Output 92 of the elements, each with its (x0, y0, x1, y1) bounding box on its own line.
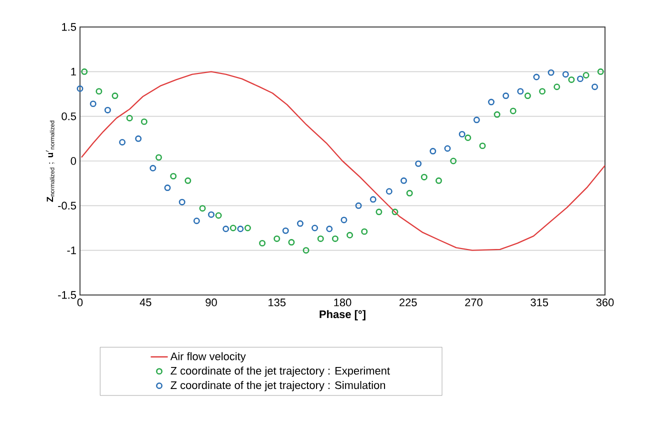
x-tick-label: 225 (400, 298, 417, 306)
point (317, 235, 324, 242)
point (370, 196, 376, 203)
point (81, 68, 88, 75)
point (592, 84, 598, 90)
point (458, 130, 466, 138)
point (554, 84, 560, 90)
point (502, 92, 510, 100)
point (517, 88, 524, 95)
legend-label: Z coordinate of the jet trajectory : Experiment (170, 366, 390, 377)
point (104, 106, 111, 114)
point (562, 71, 569, 78)
point (150, 164, 156, 172)
point (199, 205, 206, 212)
point (96, 88, 102, 95)
point (135, 135, 142, 142)
point (376, 208, 382, 216)
point (340, 216, 348, 224)
point (222, 226, 230, 232)
point (436, 177, 442, 184)
point (415, 160, 422, 167)
point (406, 190, 413, 196)
point (274, 235, 280, 242)
point (400, 177, 407, 184)
point (126, 114, 133, 122)
point (386, 188, 392, 195)
point (548, 69, 554, 76)
point (346, 232, 354, 238)
point (488, 98, 494, 106)
point (90, 100, 96, 108)
point (170, 172, 177, 180)
point (215, 212, 222, 219)
point (524, 92, 531, 100)
point (444, 145, 451, 152)
legend-label: Air flow velocity (170, 352, 246, 362)
y-tick-label: 0 (70, 157, 76, 165)
x-tick-label: 270 (465, 298, 482, 306)
point (208, 211, 214, 218)
point (282, 227, 289, 234)
x-tick-label: 45 (140, 298, 152, 306)
y-tick-label: 1.5 (62, 23, 76, 31)
point (164, 184, 171, 192)
y-tick-label: 0.5 (62, 112, 76, 120)
point (302, 247, 310, 254)
x-tick-label: 90 (206, 298, 217, 306)
point (494, 111, 500, 118)
y-tick-label: 1 (71, 68, 76, 76)
point (288, 239, 295, 246)
point (450, 158, 457, 164)
point (464, 134, 472, 142)
y-tick-label: -0.5 (58, 202, 76, 210)
x-tick-label: 315 (530, 298, 548, 306)
point (539, 88, 546, 95)
point (230, 224, 236, 232)
point (119, 139, 126, 146)
point (312, 224, 318, 232)
point (156, 154, 162, 161)
point (193, 218, 200, 224)
point (568, 76, 575, 83)
point (296, 220, 304, 227)
x-tick-label: 180 (334, 298, 352, 306)
x-tick-label: 0 (77, 298, 83, 306)
point (576, 76, 584, 82)
y-tick-label: -1.5 (58, 291, 76, 299)
point (533, 74, 540, 80)
point (597, 68, 604, 75)
point (244, 224, 251, 232)
x-tick-label: 360 (596, 298, 614, 306)
point (430, 148, 436, 154)
point (420, 174, 428, 180)
point (392, 208, 398, 216)
point (112, 92, 118, 100)
point (473, 116, 480, 124)
point (76, 85, 84, 92)
point (332, 235, 338, 242)
point (361, 228, 368, 235)
y-tick-label: -1 (67, 246, 76, 254)
line-series (80, 71, 606, 251)
point (355, 202, 362, 209)
point (510, 108, 516, 114)
point (178, 198, 186, 206)
point (479, 142, 486, 150)
legend-label: Z coordinate of the jet trajectory : Simulation (170, 381, 386, 392)
point (582, 72, 590, 78)
x-tick-label: 135 (268, 298, 286, 306)
point (140, 118, 148, 125)
point (259, 240, 266, 246)
point (237, 226, 244, 232)
x-axis-title: Phase [°] (320, 310, 366, 320)
point (184, 177, 192, 184)
y-axis-title: $\mathbf{Z}_{\mathrm{normalized}}\ ;\ \mathbf{u'}_{\mathrm{normalized}}$ (46, 120, 55, 202)
point (326, 226, 333, 232)
